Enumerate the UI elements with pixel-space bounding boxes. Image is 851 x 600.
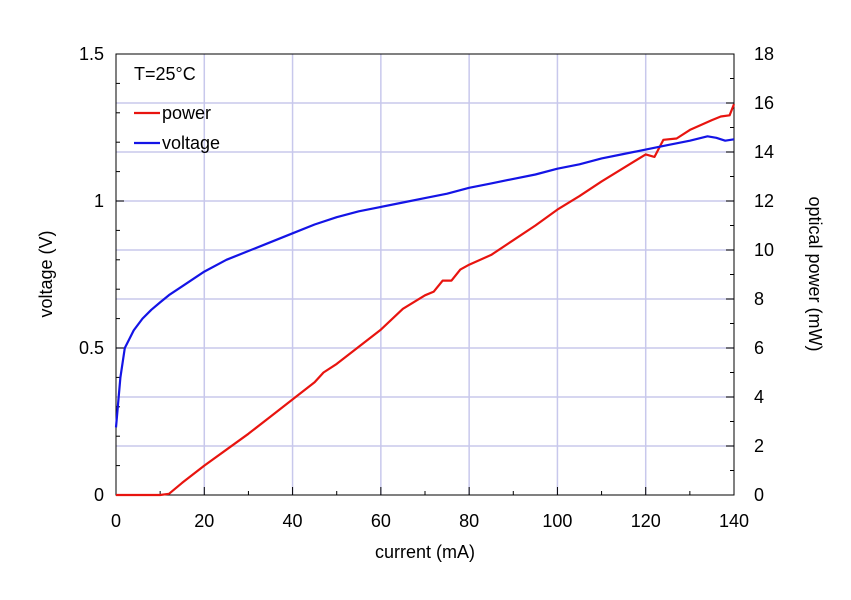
series-line-power: [116, 103, 736, 497]
y-right-tick-label-7: 14: [754, 142, 774, 162]
y-left-tick-label-3: 1.5: [79, 44, 104, 64]
x-axis-label: current (mA): [375, 542, 475, 562]
y-right-tick-label-2: 4: [754, 387, 764, 407]
x-tick-label-1: 20: [194, 511, 214, 531]
y-right-tick-label-3: 6: [754, 338, 764, 358]
legend-label-power: power: [162, 103, 211, 123]
x-tick-label-4: 80: [459, 511, 479, 531]
y-right-tick-label-5: 10: [754, 240, 774, 260]
y-right-axis-label: optical power (mW): [805, 196, 825, 351]
series-layer: [114, 103, 736, 497]
legend: power voltage: [134, 103, 220, 153]
y-left-axis: 0 0.5 1 1.5: [79, 44, 124, 505]
temperature-annotation: T=25°C: [134, 64, 196, 84]
y-right-tick-label-1: 2: [754, 436, 764, 456]
y-left-tick-label-2: 1: [94, 191, 104, 211]
x-tick-label-5: 100: [542, 511, 572, 531]
legend-label-voltage: voltage: [162, 133, 220, 153]
y-right-tick-label-6: 12: [754, 191, 774, 211]
x-tick-label-2: 40: [283, 511, 303, 531]
x-tick-label-7: 140: [719, 511, 749, 531]
y-left-tick-label-0: 0: [94, 485, 104, 505]
y-right-tick-label-8: 16: [754, 93, 774, 113]
x-tick-label-6: 120: [631, 511, 661, 531]
y-left-axis-label: voltage (V): [36, 230, 56, 317]
y-right-axis: 0 2 4 6 8 10 12 14 16 18: [726, 44, 774, 505]
x-tick-label-0: 0: [111, 511, 121, 531]
x-tick-label-3: 60: [371, 511, 391, 531]
y-right-tick-label-0: 0: [754, 485, 764, 505]
x-axis: 0 20 40 60 80 100 120 140: [111, 487, 749, 531]
y-right-tick-label-4: 8: [754, 289, 764, 309]
y-right-tick-label-9: 18: [754, 44, 774, 64]
series-line-voltage: [114, 135, 735, 428]
y-left-tick-label-1: 0.5: [79, 338, 104, 358]
